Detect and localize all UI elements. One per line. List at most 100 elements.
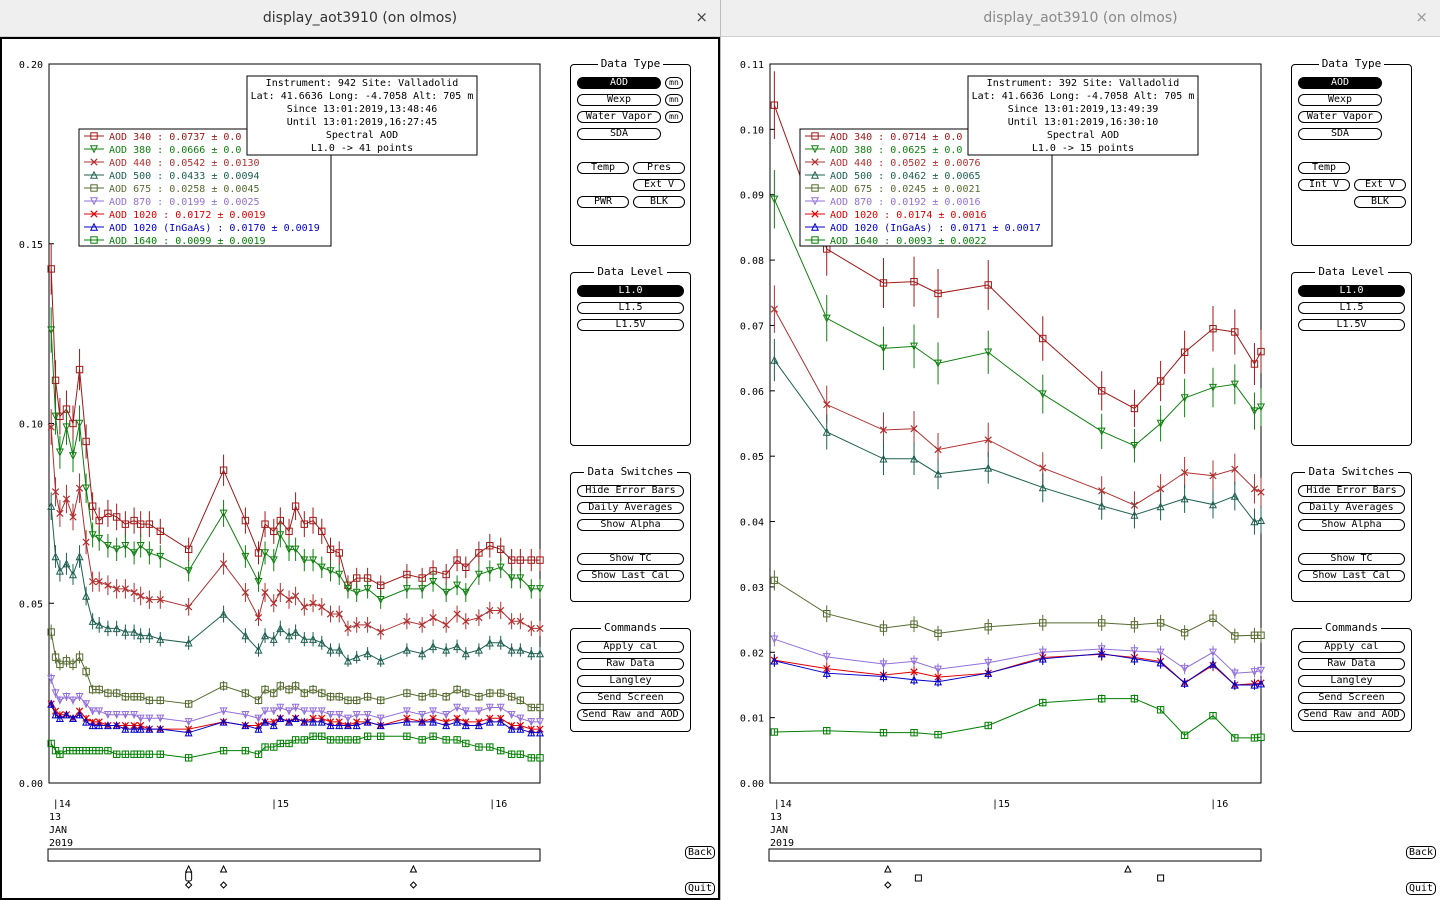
- data-point: [88, 721, 97, 730]
- command-button-raw-data[interactable]: Raw Data: [577, 658, 684, 670]
- data-type-button-pwr[interactable]: PWR: [577, 196, 629, 208]
- y-tick-label: 0.15: [19, 240, 43, 251]
- cal-marker-top: [185, 871, 193, 882]
- data-type-button-wexp[interactable]: Wexp: [1298, 94, 1382, 106]
- data-point: [453, 685, 461, 694]
- switch-button-show-tc[interactable]: Show TC: [1298, 553, 1405, 565]
- data-point: [104, 746, 112, 755]
- data-type-button-ext-v[interactable]: Ext V: [633, 179, 685, 191]
- switch-button-show-tc[interactable]: Show TC: [577, 553, 684, 565]
- back-button[interactable]: Back: [1406, 846, 1436, 859]
- data-point: [879, 344, 888, 353]
- data-point: [184, 700, 193, 708]
- data-point: [497, 746, 505, 755]
- data-point: [82, 591, 91, 600]
- data-point: [879, 728, 888, 737]
- data-point: [1130, 647, 1139, 656]
- data-point: [285, 527, 293, 536]
- data-point: [1230, 380, 1239, 389]
- series-aod-340: [47, 243, 544, 596]
- data-type-button-pres[interactable]: Pres: [633, 162, 685, 174]
- close-icon[interactable]: ×: [1415, 8, 1428, 26]
- data-type-button-mn[interactable]: mn: [665, 111, 683, 123]
- data-point: [95, 746, 103, 755]
- switch-button-daily-averages[interactable]: Daily Averages: [1298, 502, 1405, 514]
- data-point: [376, 595, 385, 604]
- switch-button-show-alpha[interactable]: Show Alpha: [1298, 519, 1405, 531]
- data-point: [352, 721, 361, 730]
- data-point: [508, 617, 516, 625]
- data-point: [535, 585, 545, 594]
- info-line: Instrument: 942 Site: Valladolid: [266, 78, 459, 89]
- data-level-button-l1-5v[interactable]: L1.5V: [577, 319, 684, 331]
- data-level-button-l1-5[interactable]: L1.5: [1298, 302, 1405, 314]
- window-content: 0.00 0.01 0.02 0.03 0.04 0.05 0.06 0.07 0.08 0.09…: [721, 37, 1440, 900]
- quit-button[interactable]: Quit: [1406, 882, 1436, 895]
- data-point: [516, 724, 525, 733]
- quit-button[interactable]: Quit: [685, 882, 715, 895]
- switch-button-show-last-cal[interactable]: Show Last Cal: [1298, 570, 1405, 582]
- data-type-button-temp[interactable]: Temp: [577, 162, 629, 174]
- data-point: [130, 549, 139, 558]
- command-button-apply-cal[interactable]: Apply cal: [1298, 641, 1405, 653]
- data-point: [497, 689, 505, 697]
- data-type-button-int-v[interactable]: Int V: [1298, 179, 1350, 191]
- command-button-langley[interactable]: Langley: [577, 675, 684, 687]
- close-icon[interactable]: ×: [695, 8, 708, 26]
- y-tick-label: 0.05: [19, 599, 43, 610]
- data-type-button-blk[interactable]: BLK: [1354, 196, 1406, 208]
- data-type-button-sda[interactable]: SDA: [577, 128, 661, 140]
- data-point: [984, 281, 992, 289]
- data-level-button-l1-0[interactable]: L1.0: [577, 285, 684, 297]
- command-button-send-raw-and-aod[interactable]: Send Raw and AOD: [1298, 709, 1405, 721]
- data-point: [62, 693, 71, 702]
- data-point: [285, 596, 293, 604]
- command-button-send-screen[interactable]: Send Screen: [577, 692, 684, 704]
- data-point: [376, 696, 385, 705]
- switch-button-hide-error-bars[interactable]: Hide Error Bars: [1298, 485, 1405, 497]
- data-type-button-sda[interactable]: SDA: [1298, 128, 1382, 140]
- command-button-send-screen[interactable]: Send Screen: [1298, 692, 1405, 704]
- data-type-button-water-vapor[interactable]: Water Vapor: [577, 111, 661, 123]
- panel-title: Data Switches: [1292, 465, 1411, 479]
- data-point: [317, 638, 326, 647]
- data-point: [136, 750, 145, 758]
- back-button[interactable]: Back: [685, 846, 715, 859]
- data-type-button-mn[interactable]: mn: [665, 94, 683, 106]
- data-type-button-aod[interactable]: AOD: [577, 77, 661, 89]
- data-point: [496, 638, 505, 647]
- data-point: [335, 721, 344, 730]
- data-point: [910, 425, 918, 433]
- command-button-apply-cal[interactable]: Apply cal: [577, 641, 684, 653]
- data-level-button-l1-5[interactable]: L1.5: [577, 302, 684, 314]
- data-point: [318, 689, 326, 697]
- switch-button-show-last-cal[interactable]: Show Last Cal: [577, 570, 684, 582]
- data-type-button-temp[interactable]: Temp: [1298, 162, 1350, 174]
- command-button-langley[interactable]: Langley: [1298, 675, 1405, 687]
- x-tick-label: |15: [992, 799, 1010, 810]
- switch-button-show-alpha[interactable]: Show Alpha: [577, 519, 684, 531]
- switch-button-daily-averages[interactable]: Daily Averages: [577, 502, 684, 514]
- command-button-send-raw-and-aod[interactable]: Send Raw and AOD: [577, 709, 684, 721]
- data-type-button-water-vapor[interactable]: Water Vapor: [1298, 111, 1382, 123]
- data-type-button-ext-v[interactable]: Ext V: [1354, 179, 1406, 191]
- data-point: [156, 527, 164, 536]
- data-point: [184, 754, 193, 762]
- data-point: [910, 657, 919, 666]
- data-level-button-l1-5v[interactable]: L1.5V: [1298, 319, 1405, 331]
- data-point: [516, 574, 525, 583]
- data-point: [1156, 419, 1165, 428]
- data-point: [184, 567, 193, 576]
- legend-entry: AOD 340 : 0.0737 ± 0.0: [109, 132, 241, 143]
- switch-button-hide-error-bars[interactable]: Hide Error Bars: [577, 485, 684, 497]
- data-type-button-blk[interactable]: BLK: [633, 196, 685, 208]
- panel-title: Commands: [1292, 621, 1411, 635]
- data-type-button-mn[interactable]: mn: [665, 77, 683, 89]
- data-point: [1250, 407, 1259, 416]
- command-button-raw-data[interactable]: Raw Data: [1298, 658, 1405, 670]
- data-point: [1250, 517, 1259, 526]
- data-level-button-l1-0[interactable]: L1.0: [1298, 285, 1405, 297]
- data-point: [485, 703, 494, 712]
- data-type-button-wexp[interactable]: Wexp: [577, 94, 661, 106]
- data-type-button-aod[interactable]: AOD: [1298, 77, 1382, 89]
